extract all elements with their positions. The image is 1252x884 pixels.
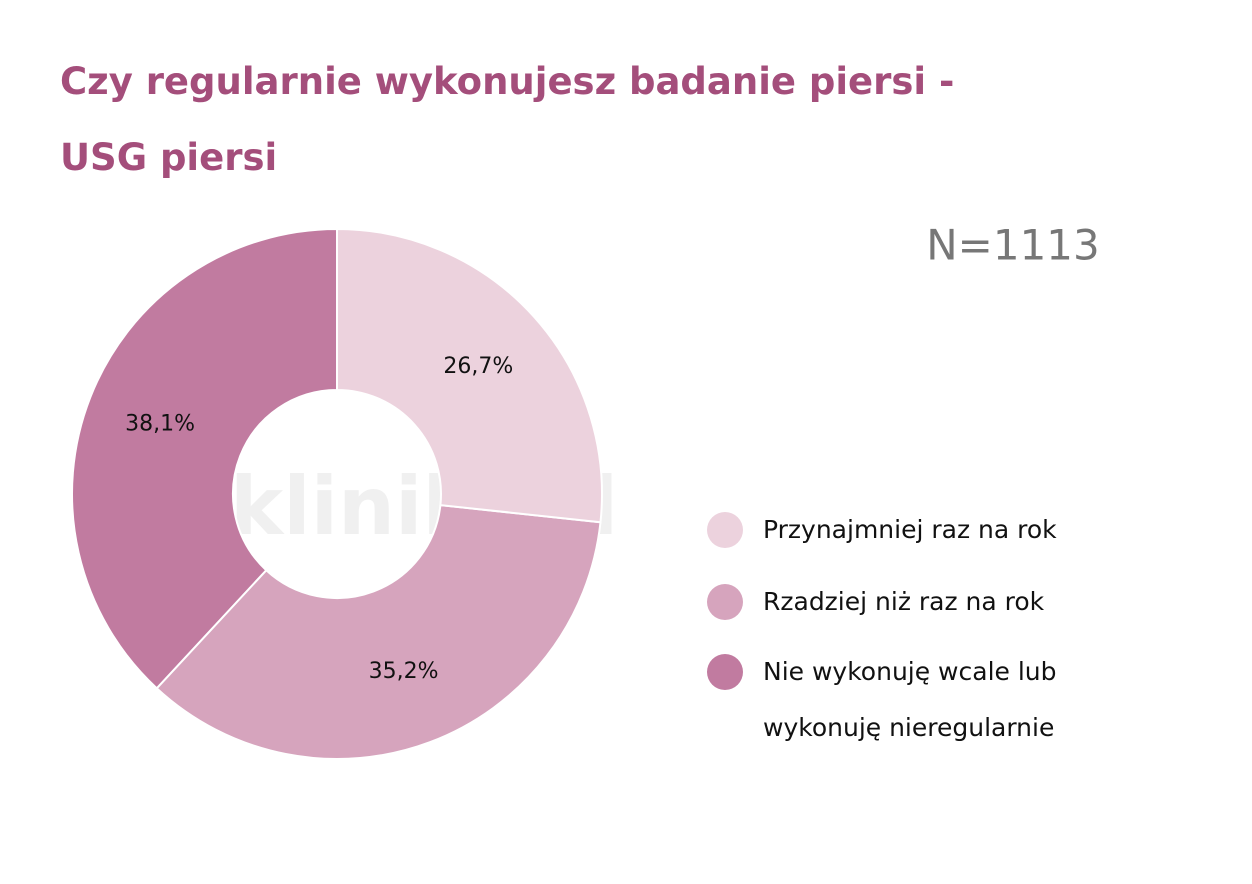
legend-label: Przynajmniej raz na rok xyxy=(763,515,1057,544)
sample-size: N=1113 xyxy=(926,221,1100,270)
legend-label: Rzadziej niż raz na rok xyxy=(763,587,1045,616)
legend-marker xyxy=(707,512,743,548)
chart-title: Czy regularnie wykonujesz badanie piersi… xyxy=(60,60,955,179)
value-label: 38,1% xyxy=(125,412,195,437)
value-label: 35,2% xyxy=(369,659,439,684)
value-label: 26,7% xyxy=(443,354,513,379)
donut-segment xyxy=(71,227,338,690)
legend-label: Nie wykonuję wcale lub wykonuję nieregul… xyxy=(763,657,1057,742)
donut-segment xyxy=(336,227,603,524)
legend-marker xyxy=(707,654,743,690)
legend-marker xyxy=(707,584,743,620)
donut-segment xyxy=(155,503,602,760)
